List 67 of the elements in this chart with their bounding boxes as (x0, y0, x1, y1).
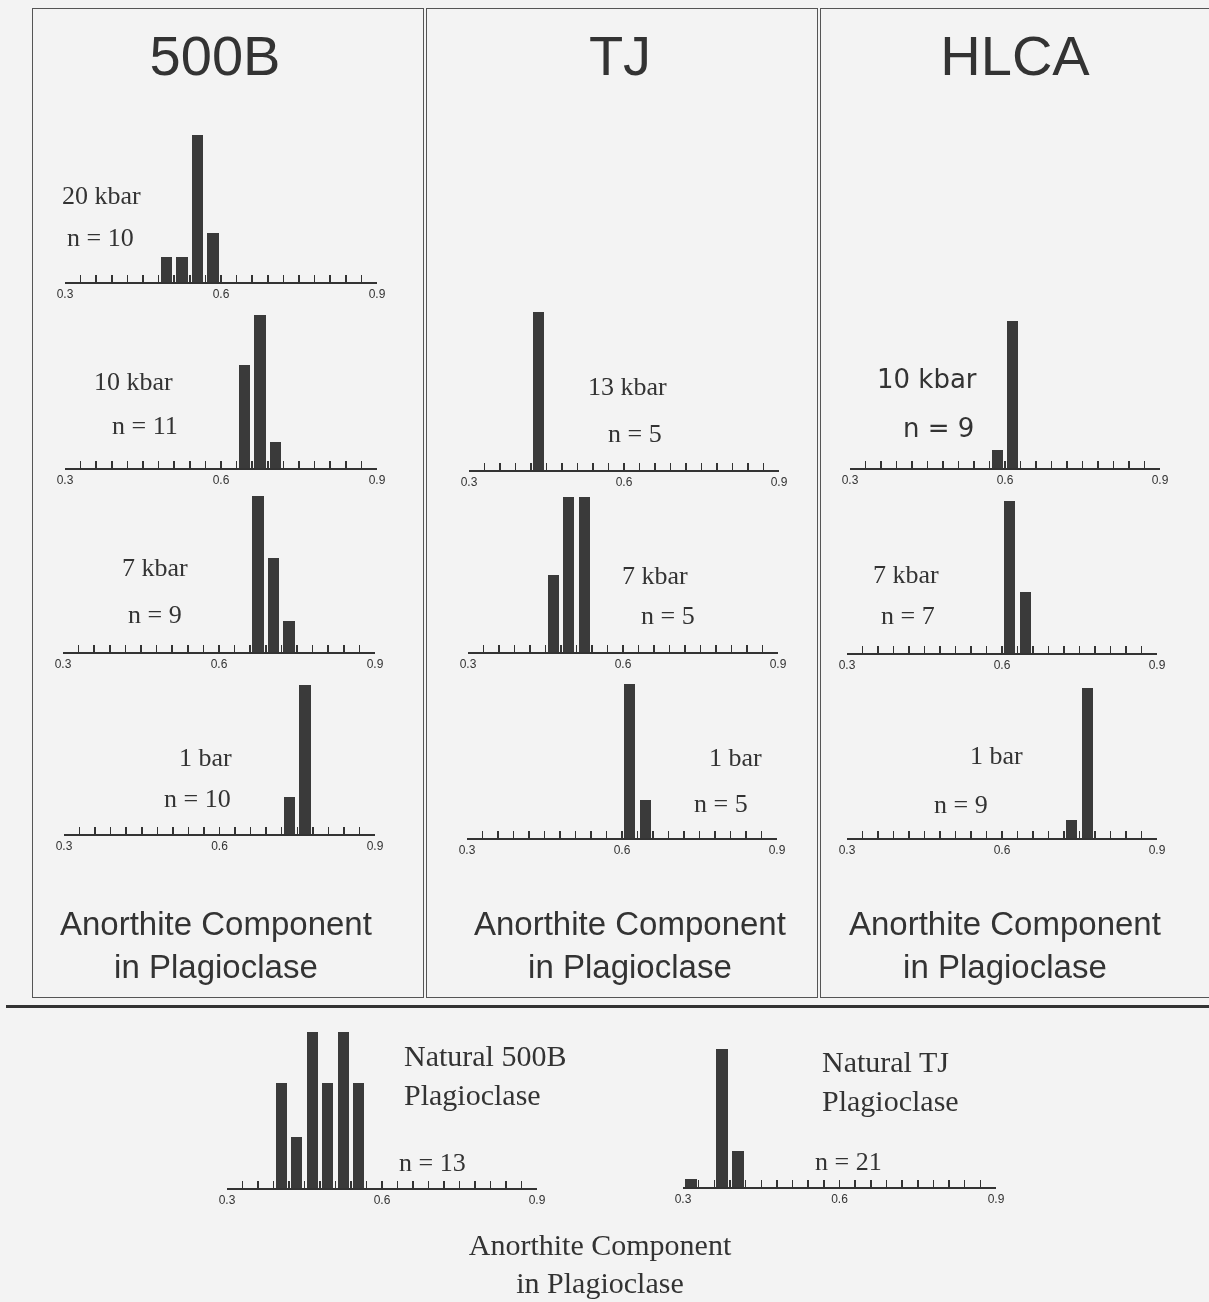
x-tick-label: 0.3 (55, 839, 73, 854)
x-tick-label: 0.6 (212, 287, 230, 302)
x-tick-label: 0.9 (769, 657, 787, 672)
x-tick-label: 0.3 (460, 475, 478, 490)
annotation: n = 13 (399, 1148, 466, 1177)
x-tick-label: 0.3 (458, 843, 476, 858)
annotation: Natural 500B Plagioclase (404, 1039, 567, 1111)
x-tick-label: 0.9 (366, 839, 384, 854)
annotation: 10 kbar (877, 364, 977, 394)
annotation: 7 kbar (622, 561, 689, 590)
x-axis-title: Anorthite Component in Plagioclase (474, 905, 786, 985)
x-axis-title: Anorthite Component in Plagioclase (467, 1227, 733, 1301)
x-axis-title: Anorthite Component in Plagioclase (849, 905, 1161, 985)
annotation: n = 10 (67, 223, 134, 252)
annotation: n = 5 (641, 601, 695, 630)
x-tick-label: 0.3 (838, 658, 856, 673)
x-tick-label: 0.6 (993, 658, 1011, 673)
x-axis-title: Anorthite Component in Plagioclase (60, 905, 372, 985)
x-tick-label: 0.6 (373, 1193, 391, 1208)
x-tick-label: 0.9 (366, 657, 384, 672)
annotation: 1 bar (970, 741, 1024, 770)
x-tick-label: 0.6 (613, 843, 631, 858)
x-tick-label: 0.9 (1148, 843, 1166, 858)
x-tick-label: 0.9 (987, 1192, 1005, 1207)
annotation: 7 kbar (122, 553, 189, 582)
annotation: 20 kbar (62, 181, 142, 210)
annotation: n = 9 (128, 600, 182, 629)
x-tick-label: 0.9 (368, 473, 386, 488)
annotation: n = 11 (112, 411, 178, 440)
x-tick-label: 0.6 (831, 1192, 849, 1207)
annotation: 1 bar (709, 743, 763, 772)
x-tick-label: 0.6 (614, 657, 632, 672)
x-tick-label: 0.3 (218, 1193, 236, 1208)
x-tick-label: 0.3 (56, 473, 74, 488)
x-tick-label: 0.6 (993, 843, 1011, 858)
annotation: 13 kbar (588, 372, 668, 401)
annotation: n = 21 (815, 1147, 882, 1176)
chart-title: 500B (149, 23, 281, 87)
x-tick-label: 0.6 (615, 475, 633, 490)
chart-title: TJ (588, 23, 652, 87)
x-tick-label: 0.9 (770, 475, 788, 490)
x-tick-label: 0.3 (54, 657, 72, 672)
annotation: 7 kbar (873, 560, 940, 589)
annotation: n = 5 (608, 419, 662, 448)
x-tick-label: 0.3 (459, 657, 477, 672)
chart-title: HLCA (940, 23, 1091, 87)
annotation: Natural TJ Plagioclase (822, 1045, 959, 1117)
annotation: 10 kbar (94, 367, 174, 396)
annotation: n = 9 (934, 790, 988, 819)
x-tick-label: 0.3 (674, 1192, 692, 1207)
annotation: n = 5 (694, 789, 748, 818)
x-tick-label: 0.6 (996, 473, 1014, 488)
x-tick-label: 0.9 (528, 1193, 546, 1208)
x-tick-label: 0.9 (768, 843, 786, 858)
x-tick-label: 0.9 (368, 287, 386, 302)
x-tick-label: 0.6 (210, 657, 228, 672)
x-tick-label: 0.6 (211, 839, 229, 854)
annotation: 1 bar (179, 743, 233, 772)
x-tick-label: 0.3 (838, 843, 856, 858)
annotation: n = 10 (164, 784, 231, 813)
x-tick-label: 0.6 (212, 473, 230, 488)
annotation: n = 9 (903, 413, 975, 443)
annotation: n = 7 (881, 601, 935, 630)
x-tick-label: 0.3 (56, 287, 74, 302)
x-tick-label: 0.9 (1151, 473, 1169, 488)
x-tick-label: 0.3 (841, 473, 859, 488)
x-tick-label: 0.9 (1148, 658, 1166, 673)
